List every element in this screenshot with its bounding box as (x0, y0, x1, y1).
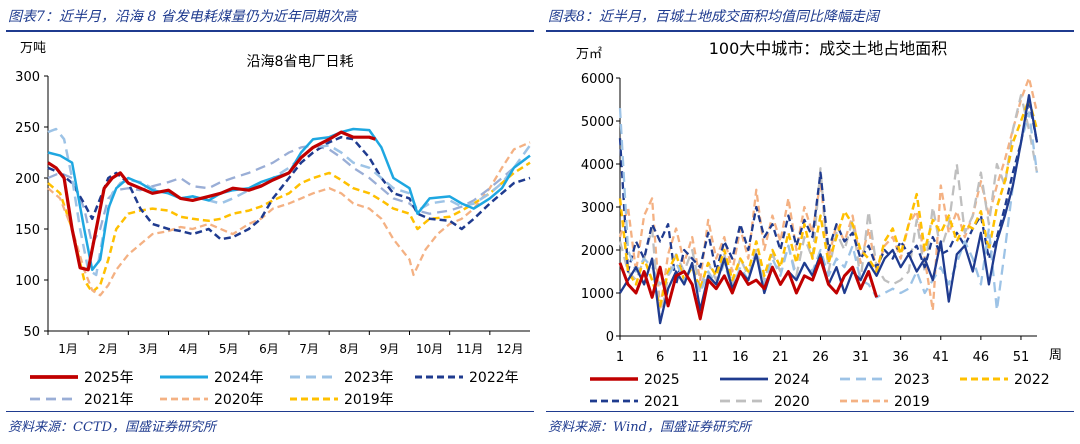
x-tick-label-51: 51 (1013, 350, 1030, 365)
series-line-2019 (47, 161, 531, 294)
legend-label-2021: 2021 (644, 394, 680, 410)
y-tick-label-2000: 2000 (581, 244, 614, 259)
x-tick-label-2: 2月 (98, 342, 118, 356)
x-tick-label-10: 10月 (416, 342, 443, 356)
chart-title: 100大中城市：成交土地占地面积 (709, 39, 948, 58)
legend-label-2023: 2023 (894, 372, 930, 388)
y-axis-unit-label: 万㎡ (576, 47, 602, 62)
legend-label-2021: 2021年 (84, 392, 134, 408)
legend-label-2024: 2024年 (214, 370, 264, 386)
x-tick-label-9: 9月 (380, 342, 400, 356)
x-tick-label-46: 46 (973, 350, 990, 365)
x-tick-label-8: 8月 (339, 342, 359, 356)
x-tick-label-3: 3月 (139, 342, 159, 356)
series-line-2024 (619, 94, 1039, 325)
series-line-2021 (618, 98, 1039, 286)
legend-label-2023: 2023年 (344, 370, 394, 386)
series-line-2025 (47, 130, 376, 272)
y-tick-label-150: 150 (15, 223, 40, 238)
land-transaction-chart: 万㎡ 100大中城市：成交土地占地面积 0 1000 2000 3000 4000 5000 6… (576, 39, 1062, 410)
left-top-rule (6, 30, 534, 32)
x-tick-label-26: 26 (812, 350, 829, 365)
y-tick-label-100: 100 (15, 274, 40, 289)
x-tick-label-1: 1 (616, 350, 624, 365)
x-tick-label-5: 5月 (219, 342, 239, 356)
legend-label-2025: 2025 (644, 372, 680, 388)
legend-label-2020: 2020年 (214, 392, 264, 408)
left-panel-title: 图表7：近半月，沿海 8 省发电耗煤量仍为近年同期次高 (8, 9, 357, 25)
y-tick-label-6000: 6000 (581, 72, 614, 87)
right-chart-panel: 图表8：近半月，百城土地成交面积均值同比降幅走阔 万㎡ 100大中城市：成交土地占… (540, 0, 1080, 444)
y-tick-label-50: 50 (23, 325, 40, 340)
chart-title: 沿海8省电厂日耗 (247, 54, 354, 70)
legend-label-2022: 2022 (1014, 372, 1050, 388)
x-tick-label-16: 16 (732, 350, 749, 365)
y-tick-label-3000: 3000 (581, 201, 614, 216)
left-bottom-rule (6, 411, 534, 412)
legend-label-2022: 2022年 (469, 370, 519, 386)
x-tick-label-6: 6 (656, 350, 664, 365)
right-top-rule (546, 30, 1074, 32)
x-tick-label-36: 36 (892, 350, 909, 365)
x-tick-label-4: 4月 (179, 342, 199, 356)
x-tick-label-21: 21 (772, 350, 789, 365)
series-line-2024 (47, 127, 531, 272)
x-tick-label-6: 6月 (259, 342, 279, 356)
y-tick-label-250: 250 (15, 121, 40, 136)
series-line-2025 (618, 257, 879, 321)
series-line-2021 (47, 144, 531, 246)
series-line-2022 (47, 135, 531, 241)
right-bottom-rule (546, 411, 1074, 412)
legend-label-2024: 2024 (774, 372, 810, 388)
series-line-2019 (618, 76, 1039, 312)
x-tick-label-41: 41 (932, 350, 949, 365)
y-tick-label-300: 300 (15, 70, 40, 85)
series-line-2023 (618, 108, 1039, 312)
y-tick-label-1000: 1000 (581, 287, 614, 302)
series-line-2020 (47, 141, 531, 297)
y-tick-label-0: 0 (606, 330, 614, 345)
left-source-note: 资料来源：CCTD，国盛证券研究所 (8, 420, 216, 435)
series-line-2020 (618, 94, 1039, 325)
x-tick-label-11: 11月 (456, 342, 483, 356)
y-tick-label-4000: 4000 (581, 158, 614, 173)
y-tick-label-5000: 5000 (581, 115, 614, 130)
y-tick-label-200: 200 (15, 172, 40, 187)
legend-label-2019: 2019 (894, 394, 930, 410)
y-axis-unit-label: 万吨 (20, 41, 46, 56)
x-axis-unit-label: 周 (1049, 348, 1062, 363)
x-tick-label-12: 12月 (496, 342, 523, 356)
right-panel-title: 图表8：近半月，百城土地成交面积均值同比降幅走阔 (548, 9, 879, 25)
x-tick-label-1: 1月 (58, 342, 78, 356)
x-tick-label-11: 11 (692, 350, 709, 365)
legend-label-2025: 2025年 (84, 370, 134, 386)
legend-label-2019: 2019年 (344, 392, 394, 408)
right-source-note: 资料来源：Wind，国盛证券研究所 (548, 420, 751, 435)
legend-label-2020: 2020 (774, 394, 810, 410)
x-tick-label-31: 31 (852, 350, 869, 365)
left-chart-panel: 图表7：近半月，沿海 8 省发电耗煤量仍为近年同期次高 万吨沿海8省电厂日耗 50… (6, 9, 534, 435)
x-tick-label-7: 7月 (299, 342, 319, 356)
